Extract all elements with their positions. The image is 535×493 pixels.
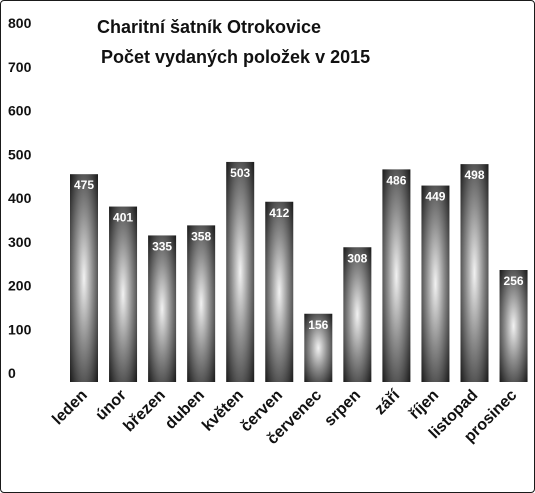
data-label: 503 [230,166,250,180]
x-tick-label: leden [49,387,91,429]
x-tick-label: květen [199,387,247,435]
x-tick-label: srpen [321,387,364,430]
y-tick-label: 500 [8,146,32,162]
bar [460,164,489,382]
data-label: 486 [386,173,406,187]
bar [421,185,450,382]
bar [265,201,294,382]
y-tick-label: 200 [8,278,32,294]
chart-title: Charitní šatník Otrokovice [97,17,321,37]
y-tick-label: 400 [8,190,32,206]
bar [382,169,411,382]
data-label: 401 [113,211,133,225]
bar [109,206,138,382]
x-tick-label: březen [120,387,168,435]
data-label: 308 [347,251,367,265]
data-label: 156 [308,318,328,332]
data-label: 256 [504,274,524,288]
bars-group [70,161,528,382]
chart-subtitle: Počet vydaných položek v 2015 [101,47,370,67]
bar [499,270,528,382]
x-tick-label: říjen [406,387,442,423]
bar [343,247,372,382]
bar [226,161,255,382]
y-tick-label: 300 [8,234,32,250]
data-label: 412 [269,206,289,220]
data-labels-group: 475 401 335 358 503 412 156 308 486 449 498 256 [74,166,524,332]
x-axis-ticks: leden únorbřezendubenkvětenčervenčervenec… [49,386,520,447]
data-label: 335 [152,239,172,253]
bar [187,225,216,382]
y-tick-label: 800 [8,15,32,31]
y-tick-label: 0 [8,365,16,381]
y-axis-ticks: 0 100 200 300 400 500 600 700 800 [8,15,32,381]
y-tick-label: 600 [8,103,32,119]
bar [304,313,333,382]
x-tick-label: září [372,386,404,418]
y-tick-label: 700 [8,59,32,75]
data-label: 498 [464,168,484,182]
bar [70,174,98,382]
data-label: 449 [425,190,445,204]
data-label: 475 [74,178,94,192]
bar [148,235,177,382]
y-tick-label: 100 [8,321,32,337]
data-label: 358 [191,229,211,243]
